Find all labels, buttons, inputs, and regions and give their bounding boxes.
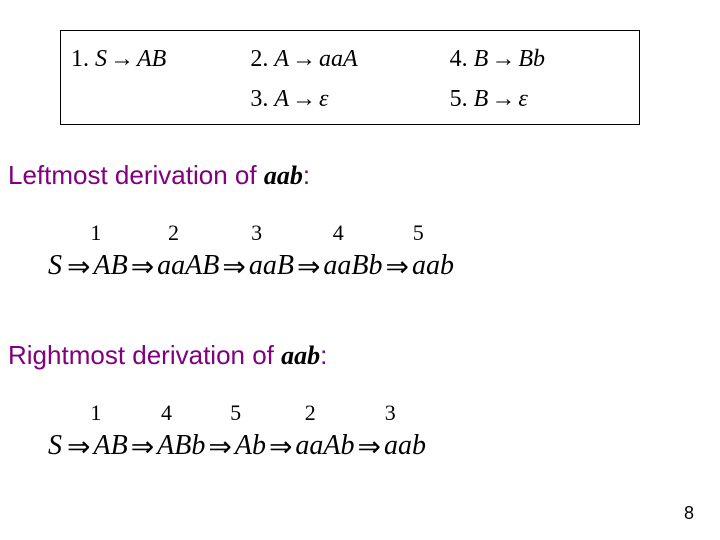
rule-num: 1.: [71, 46, 89, 72]
step-expr: ⇒Ab: [205, 428, 266, 462]
derivation-steps: S 1 ⇒AB 4 ⇒ABb 5 ⇒Ab 2 ⇒aaAb 3 ⇒aab: [48, 400, 426, 462]
derivation-step: 2 ⇒aaAb: [266, 400, 355, 462]
derivation-step: 3 ⇒aaB: [219, 220, 294, 282]
derives-icon: ⇒: [219, 252, 248, 283]
step-number: 4: [333, 220, 344, 242]
grammar-rule-3: 3. A→ε: [250, 86, 449, 113]
step-body: aaB: [249, 250, 294, 281]
derives-icon: ⇒: [294, 252, 323, 283]
rule-body: B→Bb: [474, 46, 545, 72]
arrow-icon: →: [289, 86, 319, 112]
step-expr: ⇒aab: [355, 428, 426, 462]
rule-num: 2.: [250, 46, 268, 72]
derivation-step: 3 ⇒aab: [355, 400, 426, 462]
derives-icon: ⇒: [266, 432, 295, 463]
step-number: 3: [251, 220, 262, 242]
derivation-step: 4 ⇒ABb: [128, 400, 206, 462]
start-symbol: S: [48, 250, 62, 282]
derives-icon: ⇒: [64, 432, 93, 463]
derives-icon: ⇒: [383, 252, 412, 283]
arrow-icon: →: [107, 46, 137, 72]
heading-target: aab: [281, 341, 320, 370]
rule-rhs: aaA: [319, 46, 358, 72]
step-expr: ⇒AB: [64, 248, 128, 282]
step-number: 1: [90, 400, 101, 422]
derives-icon: ⇒: [205, 432, 234, 463]
step-number: 2: [168, 220, 179, 242]
rule-body: A→ε: [274, 86, 328, 112]
step-number: 5: [413, 220, 424, 242]
step-body: aab: [384, 430, 426, 461]
slide: 1. S→AB 2. A→aaA 4. B→Bb 3.: [0, 0, 720, 540]
grammar-row-1: 1. S→AB 2. A→aaA 4. B→Bb: [71, 39, 629, 79]
step-expr: ⇒aaAb: [266, 428, 355, 462]
grammar-rule-5: 5. B→ε: [450, 86, 629, 113]
rightmost-heading: Rightmost derivation of aab:: [8, 340, 327, 371]
derivation-step: 5 ⇒Ab: [205, 400, 266, 462]
derives-icon: ⇒: [64, 252, 93, 283]
grammar-rule-2: 2. A→aaA: [250, 46, 449, 73]
step-expr: ⇒aaB: [219, 248, 294, 282]
rule-body: A→aaA: [274, 46, 357, 72]
rule-body: B→ε: [474, 86, 528, 112]
grammar-rule-1: 1. S→AB: [71, 46, 250, 73]
step-number: 5: [230, 400, 241, 422]
heading-target: aab: [264, 161, 303, 190]
rule-num: 4.: [450, 46, 468, 72]
step-body: aab: [412, 250, 454, 281]
grammar-rule-4: 4. B→Bb: [450, 46, 629, 73]
page-number: 8: [684, 503, 694, 524]
step-expr: ⇒ABb: [128, 428, 206, 462]
heading-prefix: Rightmost derivation of: [8, 340, 274, 370]
grammar-box: 1. S→AB 2. A→aaA 4. B→Bb 3.: [60, 30, 640, 125]
rule-body: S→AB: [95, 46, 166, 72]
step-expr: ⇒AB: [64, 428, 128, 462]
derives-icon: ⇒: [128, 432, 157, 463]
heading-suffix: :: [320, 340, 327, 370]
derivation-step: 2 ⇒aaAB: [128, 220, 220, 282]
start-symbol: S: [48, 430, 62, 462]
arrow-icon: →: [289, 46, 319, 72]
derivation-steps: S 1 ⇒AB 2 ⇒aaAB 3 ⇒aaB 4 ⇒aaBb 5 ⇒aab: [48, 220, 454, 282]
step-expr: ⇒aaBb: [294, 248, 383, 282]
rule-lhs: B: [474, 86, 489, 112]
step-body: Ab: [235, 430, 266, 461]
derivation-step: 4 ⇒aaBb: [294, 220, 383, 282]
rightmost-derivation: S 1 ⇒AB 4 ⇒ABb 5 ⇒Ab 2 ⇒aaAb 3 ⇒aab: [48, 400, 426, 462]
rule-lhs: A: [274, 86, 289, 112]
step-body: aaAB: [157, 250, 219, 281]
step-body: AB: [93, 430, 127, 461]
rule-rhs: Bb: [518, 46, 545, 72]
step-body: aaBb: [323, 250, 382, 281]
step-body: ABb: [157, 430, 205, 461]
rule-lhs: S: [95, 46, 107, 72]
grammar-row-2: 3. A→ε 5. B→ε: [71, 79, 629, 119]
heading-prefix: Leftmost derivation of: [8, 160, 257, 190]
step-number: 4: [161, 400, 172, 422]
step-body: AB: [93, 250, 127, 281]
step-expr: ⇒aaAB: [128, 248, 220, 282]
arrow-icon: →: [488, 86, 518, 112]
heading-suffix: :: [303, 160, 310, 190]
step-number: 2: [305, 400, 316, 422]
leftmost-derivation: S 1 ⇒AB 2 ⇒aaAB 3 ⇒aaB 4 ⇒aaBb 5 ⇒aab: [48, 220, 454, 282]
derives-icon: ⇒: [355, 432, 384, 463]
arrow-icon: →: [488, 46, 518, 72]
rule-lhs: A: [274, 46, 289, 72]
derivation-step: 1 ⇒AB: [64, 220, 128, 282]
step-expr: ⇒aab: [383, 248, 454, 282]
rule-rhs: ε: [319, 86, 328, 112]
derivation-step: 5 ⇒aab: [383, 220, 454, 282]
derivation-step: 1 ⇒AB: [64, 400, 128, 462]
rule-num: 3.: [250, 86, 268, 112]
rule-num: 5.: [450, 86, 468, 112]
leftmost-heading: Leftmost derivation of aab:: [8, 160, 310, 191]
derives-icon: ⇒: [128, 252, 157, 283]
step-number: 1: [90, 220, 101, 242]
step-body: aaAb: [295, 430, 354, 461]
rule-rhs: ε: [518, 86, 527, 112]
rule-lhs: B: [474, 46, 489, 72]
step-number: 3: [385, 400, 396, 422]
rule-rhs: AB: [137, 46, 166, 72]
